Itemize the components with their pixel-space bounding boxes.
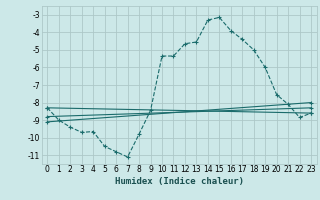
X-axis label: Humidex (Indice chaleur): Humidex (Indice chaleur): [115, 177, 244, 186]
